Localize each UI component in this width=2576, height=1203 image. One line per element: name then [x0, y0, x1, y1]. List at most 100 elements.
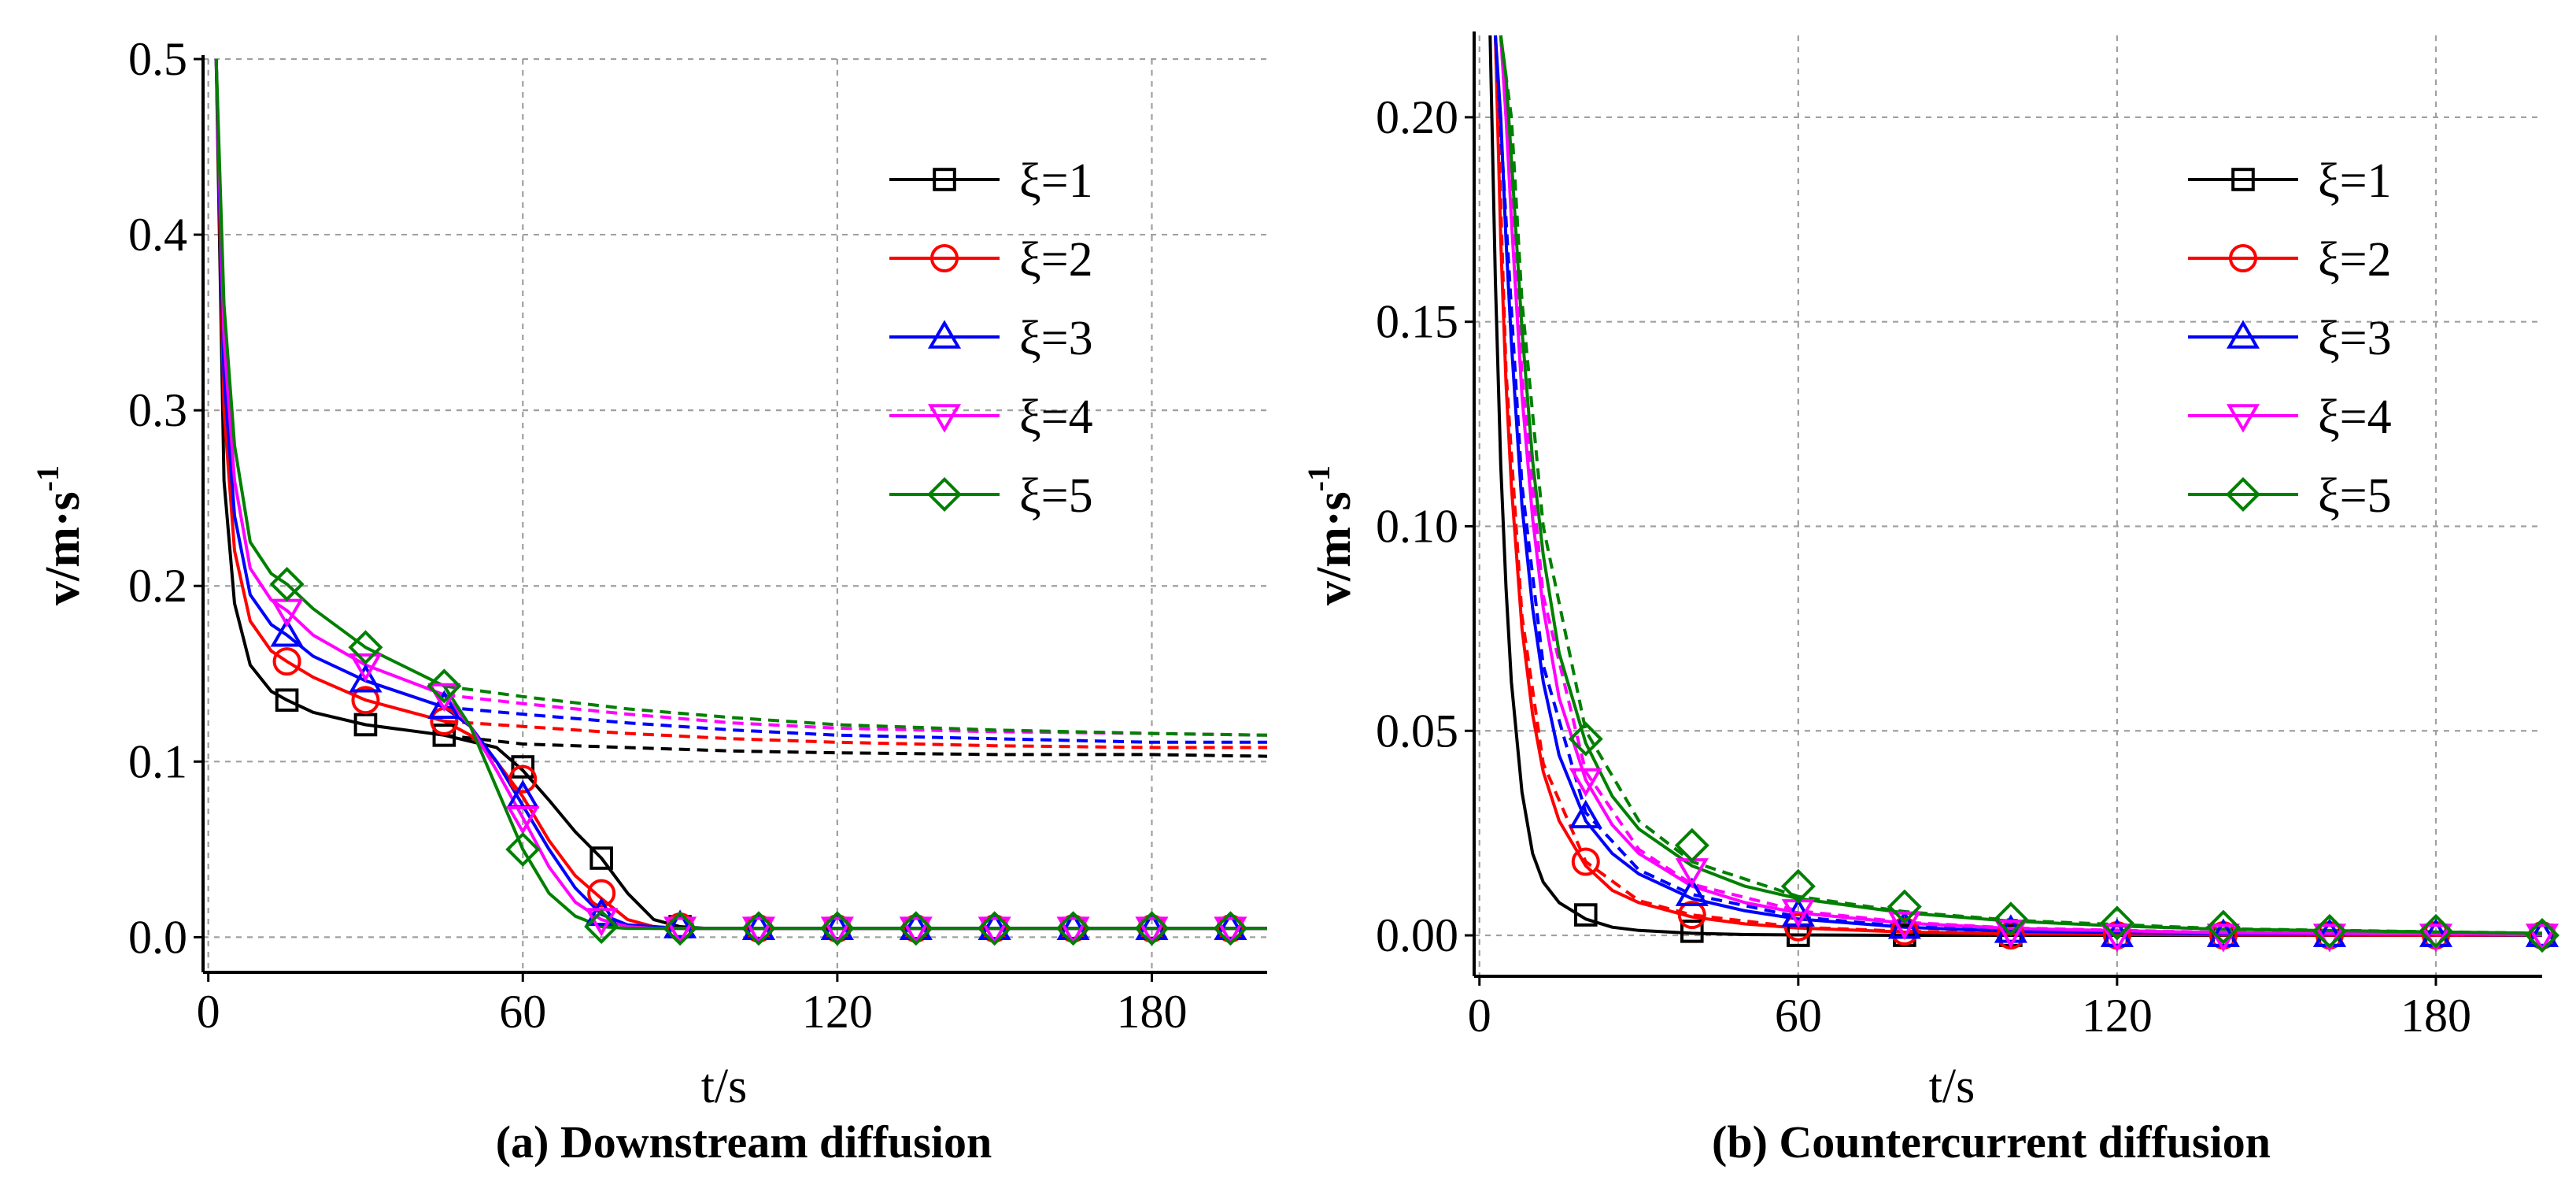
y-tick-label: 0.2: [128, 560, 187, 612]
series-marker: [432, 724, 456, 747]
series-marker: [349, 653, 383, 683]
series-marker: [978, 916, 1011, 946]
legend-label: ξ=5: [2318, 469, 2392, 523]
series-marker: [741, 911, 776, 946]
series-line: [214, 58, 1267, 931]
x-tick-label: 60: [499, 986, 546, 1038]
series-line: [1494, 35, 2542, 937]
series-marker: [1994, 920, 2027, 949]
series-dashed-line: [444, 733, 1267, 758]
series-marker: [1571, 847, 1600, 876]
legend-marker: [930, 244, 959, 272]
series-marker: [2205, 909, 2241, 945]
series-marker: [348, 630, 383, 665]
series-marker: [1056, 911, 1090, 941]
series-dashed-line: [444, 684, 1267, 737]
series-marker: [1677, 901, 1706, 930]
series-dashed-line: [444, 720, 1267, 750]
series-marker: [506, 805, 540, 835]
series-marker: [275, 688, 299, 713]
series-marker: [977, 911, 1012, 946]
x-tick-label: 0: [1468, 990, 1491, 1042]
legend-label: ξ=5: [1019, 469, 1093, 523]
legend-marker: [927, 320, 962, 349]
series-dashed-line: [1499, 35, 2542, 936]
series-marker: [1783, 912, 1813, 942]
y-tick-label: 0.1: [128, 735, 187, 787]
legend-marker: [2231, 168, 2255, 191]
series-marker: [1675, 877, 1709, 906]
series-marker: [351, 686, 380, 715]
series-marker: [820, 911, 854, 941]
series-marker: [511, 755, 535, 779]
series-marker: [820, 916, 854, 946]
series-dashed-line: [1494, 35, 2542, 937]
legend-marker: [933, 168, 956, 191]
y-tick-label: 0.20: [1376, 91, 1458, 143]
series-marker: [427, 668, 462, 704]
legend-marker: [2226, 404, 2260, 433]
series-marker: [978, 911, 1011, 941]
series-marker: [741, 916, 776, 946]
y-tick-label: 0.5: [128, 33, 187, 85]
series-marker: [1674, 827, 1709, 863]
series-marker: [1135, 916, 1169, 946]
series-marker: [741, 911, 776, 941]
y-tick-label: 0.15: [1376, 296, 1458, 348]
x-axis-label: t/s: [701, 1060, 748, 1113]
series-marker: [898, 911, 933, 946]
y-axis-label-exponent: -1: [1301, 465, 1336, 491]
series-marker: [1993, 901, 2028, 937]
x-tick-label: 120: [802, 986, 873, 1038]
series-marker: [585, 897, 619, 927]
series-marker: [2525, 924, 2559, 953]
series-line: [1499, 35, 2542, 936]
y-axis-label-exponent: -1: [30, 465, 65, 491]
caption-b: (b) Countercurrent diffusion: [1712, 1116, 2271, 1168]
chart-countercurrent-diffusion: 0 60 120 180 0.00 0.05 0.10 0.15 0.20 ξ=1 ξ=2 ξ=3 ξ…: [1301, 31, 2560, 1168]
legend-marker: [927, 404, 962, 433]
series-marker: [1135, 911, 1169, 941]
series-marker: [663, 916, 697, 946]
series-marker: [427, 683, 461, 713]
legend-label: ξ=3: [1019, 312, 1093, 365]
series-marker: [2525, 918, 2559, 947]
series-marker: [427, 690, 461, 719]
y-tick-label: 0.00: [1376, 909, 1458, 961]
series-marker: [1573, 903, 1598, 927]
series-marker: [2099, 905, 2134, 941]
series-marker: [1213, 911, 1248, 946]
legend-label: ξ=1: [2318, 154, 2392, 208]
series-line: [214, 58, 1267, 931]
series-marker: [269, 566, 305, 602]
series-marker: [584, 909, 619, 945]
series-dashed-line: [444, 693, 1267, 737]
x-axis-label: t/s: [1929, 1060, 1975, 1113]
series-marker: [1568, 721, 1603, 757]
y-tick-label: 0.05: [1376, 705, 1458, 757]
legend-label: ξ=2: [2318, 233, 2392, 287]
series-marker: [349, 664, 383, 693]
series-marker: [899, 916, 933, 946]
series-marker: [1887, 889, 1922, 924]
series-marker: [1780, 868, 1816, 904]
series-marker: [587, 879, 616, 908]
series-marker: [663, 909, 697, 938]
y-axis-label: v/m·s-1: [1301, 465, 1361, 605]
caption-a: (a) Downstream diffusion: [496, 1116, 992, 1168]
series-marker: [353, 713, 378, 737]
series-marker: [899, 911, 933, 941]
series-marker: [1055, 911, 1091, 946]
legend-label: ξ=4: [2318, 391, 2392, 444]
series-marker: [1214, 916, 1247, 946]
legend-marker: [2229, 244, 2257, 272]
series-marker: [2418, 913, 2454, 949]
legend-label: ξ=4: [1019, 391, 1093, 444]
series-dashed-line: [444, 705, 1267, 744]
series-line: [214, 58, 1267, 931]
series-marker: [2524, 918, 2560, 953]
legend-label: ξ=3: [2318, 312, 2392, 365]
y-axis-label: v/m·s-1: [30, 465, 90, 605]
series-marker: [589, 846, 613, 870]
